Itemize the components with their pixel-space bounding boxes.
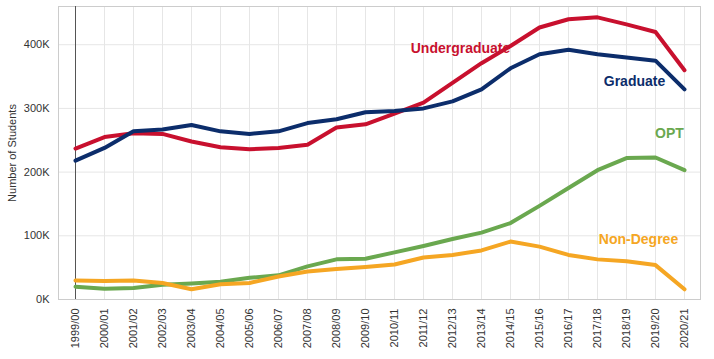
svg-text:OPT: OPT xyxy=(655,125,684,141)
svg-text:2003/04: 2003/04 xyxy=(185,309,197,349)
svg-text:2017/18: 2017/18 xyxy=(591,309,603,349)
svg-text:Number of Students: Number of Students xyxy=(6,104,18,202)
svg-text:2006/07: 2006/07 xyxy=(272,309,284,349)
svg-text:2007/08: 2007/08 xyxy=(301,309,313,349)
svg-text:2008/09: 2008/09 xyxy=(330,309,342,349)
svg-text:2002/03: 2002/03 xyxy=(156,309,168,349)
svg-text:300K: 300K xyxy=(24,102,50,114)
svg-text:2018/19: 2018/19 xyxy=(620,309,632,349)
svg-text:200K: 200K xyxy=(24,166,50,178)
svg-text:2001/02: 2001/02 xyxy=(127,309,139,349)
svg-text:Non-Degree: Non-Degree xyxy=(599,231,679,247)
svg-text:400K: 400K xyxy=(24,38,50,50)
svg-text:100K: 100K xyxy=(24,229,50,241)
svg-text:2015/16: 2015/16 xyxy=(533,309,545,349)
svg-text:2014/15: 2014/15 xyxy=(504,309,516,349)
svg-text:2000/01: 2000/01 xyxy=(98,309,110,349)
svg-text:2016/17: 2016/17 xyxy=(562,309,574,349)
svg-text:1999/00: 1999/00 xyxy=(69,309,81,349)
svg-text:2012/13: 2012/13 xyxy=(446,309,458,349)
svg-text:2005/06: 2005/06 xyxy=(243,309,255,349)
svg-text:Undergraduate: Undergraduate xyxy=(411,40,511,56)
svg-text:2013/14: 2013/14 xyxy=(475,309,487,349)
svg-text:2019/20: 2019/20 xyxy=(649,309,661,349)
svg-text:2004/05: 2004/05 xyxy=(214,309,226,349)
svg-text:2009/10: 2009/10 xyxy=(359,309,371,349)
svg-text:2020/21: 2020/21 xyxy=(678,309,690,349)
svg-text:0K: 0K xyxy=(36,293,50,305)
svg-text:2010/11: 2010/11 xyxy=(388,309,400,348)
svg-text:2011/12: 2011/12 xyxy=(417,309,429,348)
svg-text:Graduate: Graduate xyxy=(604,73,666,89)
